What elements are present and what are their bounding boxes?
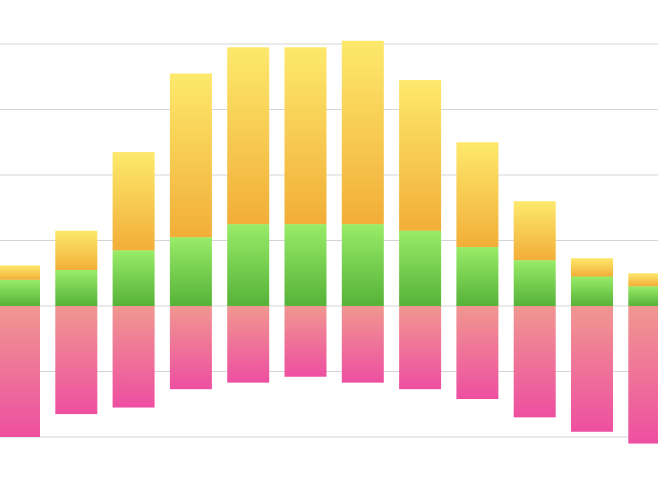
bar-series2-category-12	[628, 273, 658, 287]
bar-series3-category-7	[341, 306, 384, 383]
bar-series2-category-11	[571, 258, 613, 277]
gridlines	[0, 43, 658, 438]
bars	[0, 40, 658, 444]
bar-series1-category-2	[55, 269, 98, 306]
bar-series2-category-1	[0, 265, 40, 280]
bar-series2-category-4	[169, 73, 212, 238]
bar-series3-category-1	[0, 306, 40, 437]
bar-series1-category-3	[112, 250, 155, 306]
bar-series3-category-5	[227, 306, 270, 383]
bar-series2-category-3	[112, 152, 155, 251]
bar-series3-category-10	[513, 306, 556, 418]
bar-series2-category-9	[456, 142, 499, 248]
bar-series3-category-12	[628, 306, 658, 444]
bar-series1-category-5	[227, 224, 270, 306]
bar-series1-category-11	[571, 276, 613, 306]
bar-series1-category-12	[628, 286, 658, 306]
bar-series3-category-8	[399, 306, 442, 390]
bar-series3-category-3	[112, 306, 155, 408]
bar-series2-category-8	[399, 80, 442, 231]
bar-series1-category-10	[513, 260, 556, 306]
bar-series3-category-9	[456, 306, 499, 400]
bar-series3-category-6	[284, 306, 327, 377]
bar-series1-category-9	[456, 247, 499, 306]
bar-series3-category-11	[571, 306, 613, 432]
bar-series2-category-10	[513, 201, 556, 261]
bar-series2-category-6	[284, 47, 327, 225]
bar-series1-category-8	[399, 230, 442, 306]
bar-series3-category-2	[55, 306, 98, 415]
bar-series1-category-6	[284, 224, 327, 306]
bar-series1-category-1	[0, 279, 40, 306]
bar-series1-category-7	[341, 224, 384, 306]
bar-series2-category-5	[227, 47, 270, 225]
bar-series2-category-7	[341, 40, 384, 225]
bar-series1-category-4	[169, 237, 212, 306]
bar-series2-category-2	[55, 230, 98, 270]
bar-series3-category-4	[169, 306, 212, 390]
